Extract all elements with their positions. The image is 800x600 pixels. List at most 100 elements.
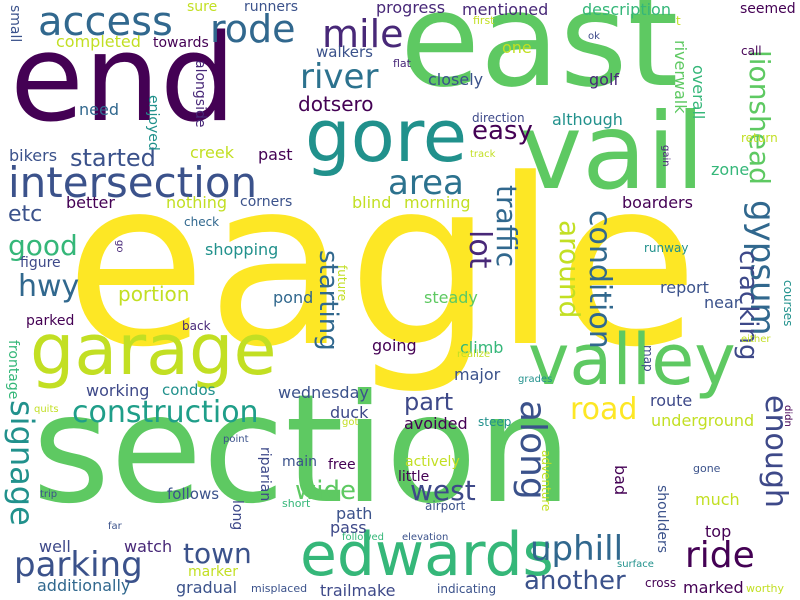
word-construction: construction xyxy=(72,395,259,430)
word-pond: pond xyxy=(273,288,314,307)
word-cross: cross xyxy=(645,576,677,590)
word-indicating: indicating xyxy=(437,582,497,596)
word-easy: easy xyxy=(472,116,533,146)
word-major: major xyxy=(454,365,501,384)
word-section: section xyxy=(32,363,573,537)
word-didn: didn xyxy=(782,405,793,427)
word-although: although xyxy=(552,110,623,129)
word-marked: marked xyxy=(683,578,744,597)
word-gone: gone xyxy=(693,462,721,475)
word-working: working xyxy=(86,381,150,400)
word-realize: realize xyxy=(457,349,491,360)
word-gradual: gradual xyxy=(176,578,238,597)
word-point: point xyxy=(223,434,249,445)
word-west: west xyxy=(410,474,476,507)
word-top: top xyxy=(705,522,732,541)
word-trailmake: trailmake xyxy=(320,581,396,600)
word-frontage: frontage xyxy=(5,340,21,400)
word-much: much xyxy=(695,490,740,509)
word-valley: valley xyxy=(528,319,736,401)
word-good: good xyxy=(8,229,78,262)
word-along: along xyxy=(512,400,553,500)
word-wide: wide xyxy=(295,476,356,506)
word-zone: zone xyxy=(711,160,750,179)
word-short: short xyxy=(282,497,311,510)
word-back: back xyxy=(182,319,211,333)
word-corners: corners xyxy=(240,194,293,210)
word-riverwalk: riverwalk xyxy=(671,40,690,114)
word-garage: garage xyxy=(30,309,277,391)
word-portion: portion xyxy=(118,282,190,306)
word-elevation: elevation xyxy=(402,532,449,543)
word-river: river xyxy=(300,57,379,97)
word-quits: quits xyxy=(34,404,59,415)
word-intersection: intersection xyxy=(8,158,258,207)
word-worthy: worthy xyxy=(746,582,785,595)
word-area: area xyxy=(388,163,464,203)
word-track: track xyxy=(470,149,496,160)
word-past: past xyxy=(258,145,293,164)
word-signage: signage xyxy=(3,400,41,526)
word-another: another xyxy=(524,566,626,596)
word-gain: gain xyxy=(660,145,671,167)
word-better: better xyxy=(66,193,115,212)
word-dotsero: dotsero xyxy=(298,92,374,116)
word-direction: direction xyxy=(472,111,525,125)
word-check: check xyxy=(184,215,220,229)
word-blind: blind xyxy=(352,193,392,212)
word-creek: creek xyxy=(190,143,234,162)
word-enjoyed: enjoyed xyxy=(145,95,161,151)
word-underground: underground xyxy=(651,411,755,430)
word-duck: duck xyxy=(330,403,369,422)
word-got: got xyxy=(342,417,359,428)
word-gore: gore xyxy=(305,94,468,178)
word-go: go xyxy=(114,240,125,253)
word-end: end xyxy=(10,10,237,149)
word-golf: golf xyxy=(589,70,620,89)
word-runners: runners xyxy=(244,0,299,15)
word-ok: ok xyxy=(588,31,600,42)
word-shoulders: shoulders xyxy=(654,485,670,554)
word-road: road xyxy=(570,392,638,427)
word-vail: vail xyxy=(520,91,705,213)
word-airport: airport xyxy=(425,499,466,513)
word-flat: flat xyxy=(393,57,411,70)
word-edwards: edwards xyxy=(300,520,554,590)
word-rode: rode xyxy=(210,7,296,51)
word-little: little xyxy=(398,469,430,485)
word-east: east xyxy=(400,0,679,116)
word-follows: follows xyxy=(167,485,220,503)
word-eagle: eagle xyxy=(65,131,699,398)
word-morning: morning xyxy=(404,193,471,212)
word-traffic: traffic xyxy=(490,185,523,268)
word-runway: runway xyxy=(644,241,689,255)
word-going: going xyxy=(372,336,417,355)
word-steep: steep xyxy=(478,415,512,429)
word-steady: steady xyxy=(424,288,478,307)
word-marker: marker xyxy=(188,564,238,580)
word-avoided: avoided xyxy=(404,414,468,433)
word-condition: condition xyxy=(582,210,617,349)
word-gypsum: gypsum xyxy=(742,200,782,336)
word-climb: climb xyxy=(460,338,504,357)
word-bikers: bikers xyxy=(9,146,58,165)
word-around: around xyxy=(553,220,586,319)
word-call: call xyxy=(741,44,762,58)
word-shopping: shopping xyxy=(205,240,279,259)
word-either: either xyxy=(741,334,771,345)
word-part: part xyxy=(404,388,454,416)
word-town: town xyxy=(183,537,252,570)
word-pass: pass xyxy=(330,518,367,537)
word-watch: watch xyxy=(124,537,173,556)
word-need: need xyxy=(79,100,119,119)
word-return: return xyxy=(741,131,778,145)
word-first: first xyxy=(473,14,495,27)
word-uphill: uphill xyxy=(530,529,624,569)
word-enough: enough xyxy=(758,395,793,508)
word-far: far xyxy=(108,521,122,532)
word-figure: figure xyxy=(20,255,61,271)
word-followed: followed xyxy=(342,532,384,543)
word-riparian: riparian xyxy=(257,447,273,502)
word-main: main xyxy=(282,454,317,470)
